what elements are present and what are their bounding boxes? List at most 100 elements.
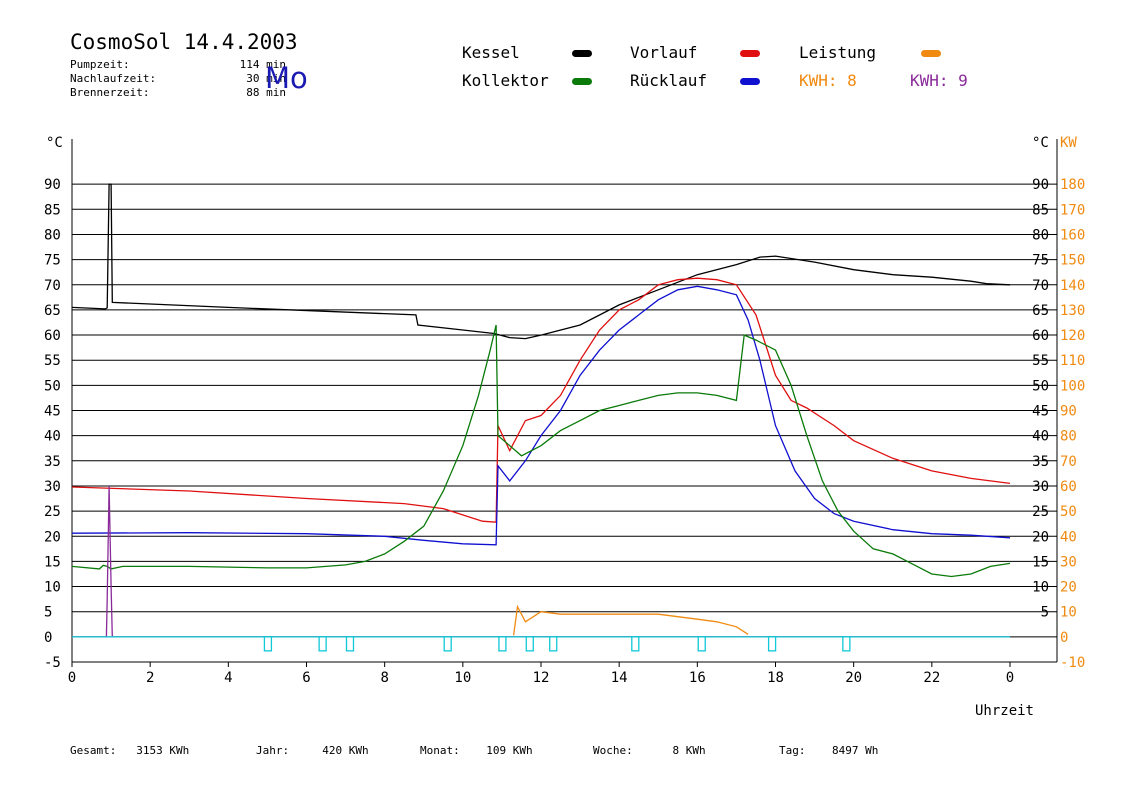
y-tick-label-right: 110: [1060, 353, 1085, 369]
y-tick-label-left: 50: [44, 378, 61, 394]
info-value: 114 min: [239, 58, 286, 71]
y-tick-label-right: 90: [1060, 404, 1077, 420]
footer-monat: Monat: 109 KWh: [420, 744, 533, 757]
footer-label: Jahr:: [256, 744, 290, 757]
y-axis-unit-right-temp: °C: [1032, 135, 1049, 151]
y-tick-label-right: 170: [1060, 202, 1085, 218]
legend-kollektor-swatch: [572, 78, 592, 85]
pump-marker: [443, 636, 452, 652]
y-axis-unit-left: °C: [46, 135, 63, 151]
pump-marker: [842, 636, 851, 652]
x-tick-label: 6: [302, 670, 310, 686]
legend-leistung-label: Leistung: [799, 43, 877, 62]
footer-value: 8 KWh: [672, 744, 706, 757]
y-tick-label-right: 120: [1060, 328, 1085, 344]
x-tick-label: 8: [380, 670, 388, 686]
y-tick-label-right-temp: 70: [1032, 278, 1049, 294]
y-tick-label-left: 30: [44, 479, 61, 495]
x-tick-label: 4: [224, 670, 232, 686]
y-tick-label-left: 75: [44, 253, 61, 269]
y-tick-label-right-temp: 25: [1032, 504, 1049, 520]
legend-ruecklauf-swatch: [740, 78, 760, 85]
y-tick-label-right-temp: 45: [1032, 404, 1049, 420]
y-tick-label-left: 90: [44, 177, 61, 193]
x-tick-label: 2: [146, 670, 154, 686]
legend-vorlauf-label: Vorlauf: [630, 43, 698, 62]
y-tick-label-right: 160: [1060, 227, 1085, 243]
y-tick-label-right: 30: [1060, 554, 1077, 570]
y-tick-label-right: 70: [1060, 454, 1077, 470]
x-tick-label: 18: [767, 670, 784, 686]
y-tick-label-right: 0: [1060, 630, 1068, 646]
footer-gesamt: Gesamt: 3153 KWh: [70, 744, 189, 757]
y-tick-label-right-temp: 65: [1032, 303, 1049, 319]
x-tick-label: 20: [845, 670, 862, 686]
footer-value: 420 KWh: [322, 744, 369, 757]
y-tick-label-left: -5: [44, 655, 61, 671]
y-tick-label-right: 130: [1060, 303, 1085, 319]
x-tick-label: 22: [923, 670, 940, 686]
y-tick-label-left: 35: [44, 454, 61, 470]
footer-jahr: Jahr: 420 KWh: [256, 744, 369, 757]
y-tick-label-left: 5: [44, 605, 52, 621]
legend-kollektor-label: Kollektor: [462, 71, 549, 90]
pump-marker: [498, 636, 507, 652]
y-tick-label-right: -10: [1060, 655, 1085, 671]
x-axis-label: Uhrzeit: [975, 703, 1034, 719]
y-tick-label-right-temp: 50: [1032, 378, 1049, 394]
y-tick-label-left: 40: [44, 429, 61, 445]
x-tick-label: 14: [611, 670, 628, 686]
series-line-kessel: [71, 183, 1011, 340]
pump-marker: [549, 636, 558, 652]
footer-value: 109 KWh: [486, 744, 533, 757]
y-tick-label-right-temp: 30: [1032, 479, 1049, 495]
y-tick-label-right-temp: 85: [1032, 202, 1049, 218]
y-tick-label-left: 60: [44, 328, 61, 344]
x-tick-label: 0: [1006, 670, 1014, 686]
pump-marker: [345, 636, 355, 652]
series-line-kollektor: [71, 324, 1011, 578]
y-tick-label-left: 25: [44, 504, 61, 520]
footer-value: 8497 Wh: [832, 744, 879, 757]
x-tick-label: 10: [454, 670, 471, 686]
pump-marker: [525, 636, 534, 652]
x-tick-label: 0: [68, 670, 76, 686]
x-tick-label: 16: [689, 670, 706, 686]
y-tick-label-left: 20: [44, 529, 61, 545]
footer-label: Tag:: [779, 744, 806, 757]
series-line-vorlauf: [71, 277, 1011, 523]
y-tick-label-right: 140: [1060, 278, 1085, 294]
footer-label: Woche:: [593, 744, 633, 757]
legend-kessel-swatch: [572, 50, 592, 57]
y-tick-label-right-temp: 40: [1032, 429, 1049, 445]
legend-leistung-swatch: [921, 50, 941, 57]
y-tick-label-left: 85: [44, 202, 61, 218]
y-tick-label-right-temp: 10: [1032, 580, 1049, 596]
y-tick-label-right: 100: [1060, 378, 1085, 394]
y-tick-label-left: 65: [44, 303, 61, 319]
pump-marker: [631, 636, 640, 652]
footer-label: Gesamt:: [70, 744, 117, 757]
y-tick-label-right-temp: 75: [1032, 253, 1049, 269]
weekday-label: Mo: [265, 61, 308, 95]
x-tick-label: 12: [533, 670, 550, 686]
y-tick-label-left: 10: [44, 580, 61, 596]
y-tick-label-left: 80: [44, 227, 61, 243]
y-tick-label-right: 10: [1060, 605, 1077, 621]
y-tick-label-right-temp: 5: [1041, 605, 1049, 621]
y-tick-label-right: 150: [1060, 253, 1085, 269]
y-tick-label-right: 40: [1060, 529, 1077, 545]
pump-marker: [767, 636, 777, 652]
pump-marker: [263, 636, 273, 652]
pump-marker: [697, 636, 706, 652]
info-brennerzeit: Brennerzeit: 88 min: [70, 86, 286, 99]
y-tick-label-right-temp: 35: [1032, 454, 1049, 470]
y-tick-label-right: 20: [1060, 580, 1077, 596]
y-tick-label-left: 55: [44, 353, 61, 369]
legend-kessel-label: Kessel: [462, 43, 520, 62]
info-label: Brennerzeit:: [70, 86, 150, 99]
y-tick-label-left: 15: [44, 554, 61, 570]
info-value: 30 min: [246, 72, 286, 85]
page-title: CosmoSol 14.4.2003: [70, 30, 298, 54]
y-tick-label-left: 70: [44, 278, 61, 294]
